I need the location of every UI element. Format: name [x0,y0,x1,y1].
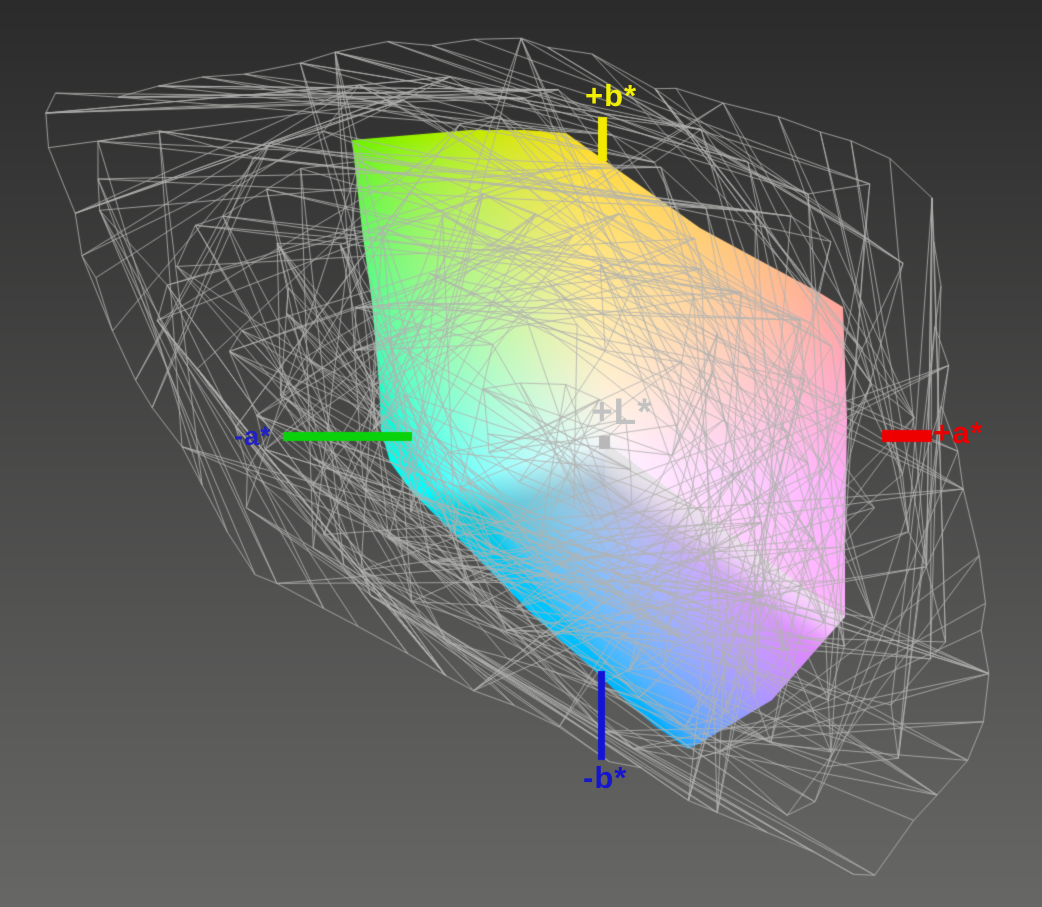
gamut-3d-canvas[interactable] [0,0,1042,907]
gamut-viewport[interactable]: +b* -b* +a* -a* +L* [0,0,1042,907]
